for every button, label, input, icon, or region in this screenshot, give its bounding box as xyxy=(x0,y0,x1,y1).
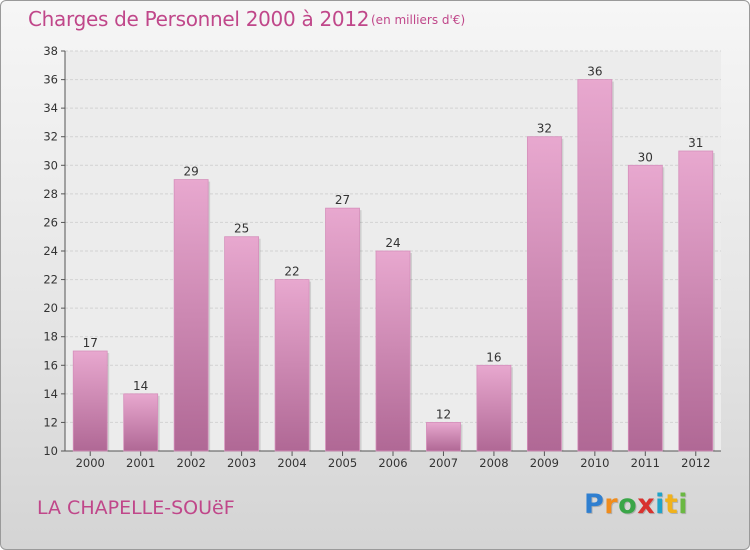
bar-2011 xyxy=(627,164,663,452)
data-label: 14 xyxy=(133,379,148,393)
data-label: 22 xyxy=(284,265,299,279)
data-label: 32 xyxy=(537,122,552,136)
y-tick-label: 18 xyxy=(43,330,58,344)
y-tick-label: 16 xyxy=(43,358,58,372)
logo-letter: o xyxy=(618,489,638,520)
data-label: 24 xyxy=(385,236,400,250)
x-tick-label: 2008 xyxy=(479,456,508,470)
commune-name: LA CHAPELLE-SOUëF xyxy=(37,497,235,519)
data-label: 25 xyxy=(234,222,249,236)
logo-letter: t xyxy=(664,489,679,520)
data-label: 12 xyxy=(436,407,451,421)
y-tick-label: 38 xyxy=(43,44,58,58)
data-label: 16 xyxy=(486,350,501,364)
y-tick-label: 24 xyxy=(43,244,58,258)
bar-2004 xyxy=(274,279,310,452)
x-tick-label: 2011 xyxy=(631,456,660,470)
logo-letter: r xyxy=(604,489,619,520)
data-label: 31 xyxy=(688,136,703,150)
x-tick-label: 2000 xyxy=(76,456,105,470)
x-tick-label: 2003 xyxy=(227,456,256,470)
y-tick-label: 22 xyxy=(43,273,58,287)
data-label: 36 xyxy=(587,65,602,79)
y-tick-label: 10 xyxy=(43,444,58,458)
y-tick-label: 28 xyxy=(43,187,58,201)
bar-2010 xyxy=(577,79,613,452)
logo-letter: i xyxy=(678,489,689,520)
bar-2006 xyxy=(375,250,411,452)
y-tick-label: 20 xyxy=(43,301,58,315)
bar-2005 xyxy=(325,207,360,452)
y-tick-label: 26 xyxy=(43,215,58,229)
chart-title: Charges de Personnel 2000 à 2012 xyxy=(28,7,370,31)
data-label: 17 xyxy=(83,336,98,350)
x-tick-label: 2006 xyxy=(378,456,407,470)
y-tick-label: 36 xyxy=(43,73,58,87)
bars xyxy=(72,79,715,452)
proxiti-logo[interactable]: Proxiti xyxy=(584,489,688,520)
x-tick-label: 2002 xyxy=(177,456,206,470)
x-tick-label: 2001 xyxy=(126,456,155,470)
logo-letter: i xyxy=(655,489,665,520)
bar-2002 xyxy=(173,179,209,452)
bar-2000 xyxy=(72,350,108,452)
x-tick-label: 2005 xyxy=(328,456,357,470)
x-tick-label: 2010 xyxy=(580,456,609,470)
data-label: 29 xyxy=(184,165,199,179)
logo-letter: P xyxy=(584,489,605,520)
bar-2001 xyxy=(123,393,159,452)
bar-2009 xyxy=(526,136,562,452)
x-tick-label: 2009 xyxy=(530,456,559,470)
y-tick-label: 14 xyxy=(43,387,58,401)
bar-2007 xyxy=(426,422,461,452)
logo-letter: x xyxy=(637,489,656,520)
x-tick-label: 2012 xyxy=(681,456,710,470)
y-tick-label: 34 xyxy=(43,101,58,115)
x-tick-label: 2007 xyxy=(429,456,458,470)
y-tick-label: 32 xyxy=(43,130,58,144)
data-label: 27 xyxy=(335,193,350,207)
bar-2012 xyxy=(678,150,714,452)
bar-2008 xyxy=(476,364,512,452)
y-tick-label: 12 xyxy=(43,415,58,429)
chart-subtitle: (en milliers d'€) xyxy=(371,13,466,27)
bar-2003 xyxy=(224,236,260,452)
x-tick-label: 2004 xyxy=(277,456,306,470)
data-label: 30 xyxy=(638,150,653,164)
labels: 10 12 14 16 18 20 22 24 26 28 30 32 34 36 38 2000 17 2001… xyxy=(43,44,710,470)
y-tick-label: 30 xyxy=(43,158,58,172)
